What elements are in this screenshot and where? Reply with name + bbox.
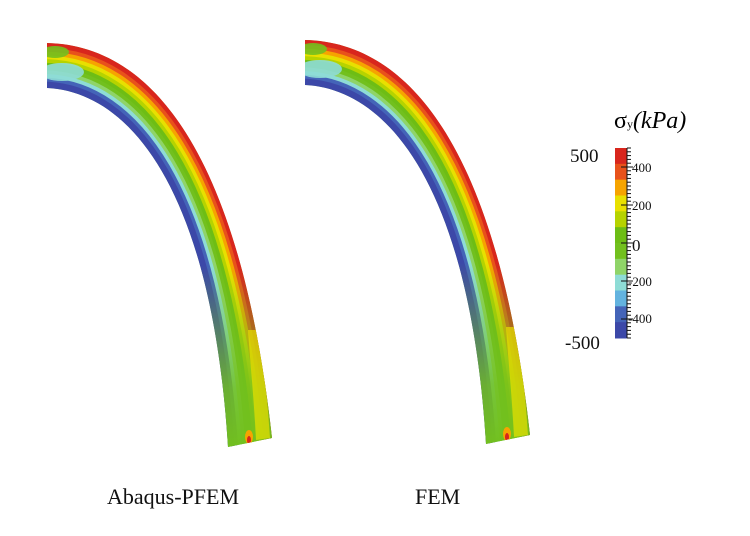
colorbar-segment (615, 258, 627, 276)
stress-concentration (247, 436, 251, 444)
tick-label: -200 (628, 274, 652, 289)
colorbar-segment (615, 148, 627, 165)
colorbar-segment (615, 243, 627, 260)
stress-patch (506, 327, 528, 437)
stress-concentration (505, 433, 509, 441)
colorbar-segment (615, 227, 627, 244)
tick-label: 0 (632, 236, 641, 255)
colorbar-segment (615, 163, 627, 181)
colorbar-segment (615, 290, 627, 307)
panel-label-abaqus-pfem: Abaqus-PFEM (107, 484, 240, 509)
bottom-green-region (305, 40, 530, 444)
colorbar (615, 147, 633, 339)
colorbar-title: σy(kPa) (614, 108, 686, 135)
colorbar-segment (615, 211, 627, 228)
abaqus-pfem-contour (47, 43, 272, 447)
unit: (kPa) (632, 108, 687, 134)
colorbar-segment (615, 195, 627, 212)
fem-contour (305, 40, 530, 444)
stress-patch (248, 330, 270, 440)
tick-label: 200 (632, 198, 652, 213)
sigma-symbol: σ (614, 108, 627, 134)
subscript: y (626, 117, 633, 131)
colorbar-segment (615, 274, 627, 291)
tick-label: 400 (632, 160, 652, 175)
colorbar-min: -500 (565, 333, 600, 354)
colorbar-segment (615, 179, 627, 196)
panel-label-fem: FEM (415, 484, 461, 509)
colorbar-segment (615, 306, 627, 323)
bottom-green-region (47, 43, 272, 447)
colorbar-max: 500 (570, 146, 599, 167)
colorbar-segment (615, 322, 627, 339)
tick-label: -400 (628, 311, 652, 326)
